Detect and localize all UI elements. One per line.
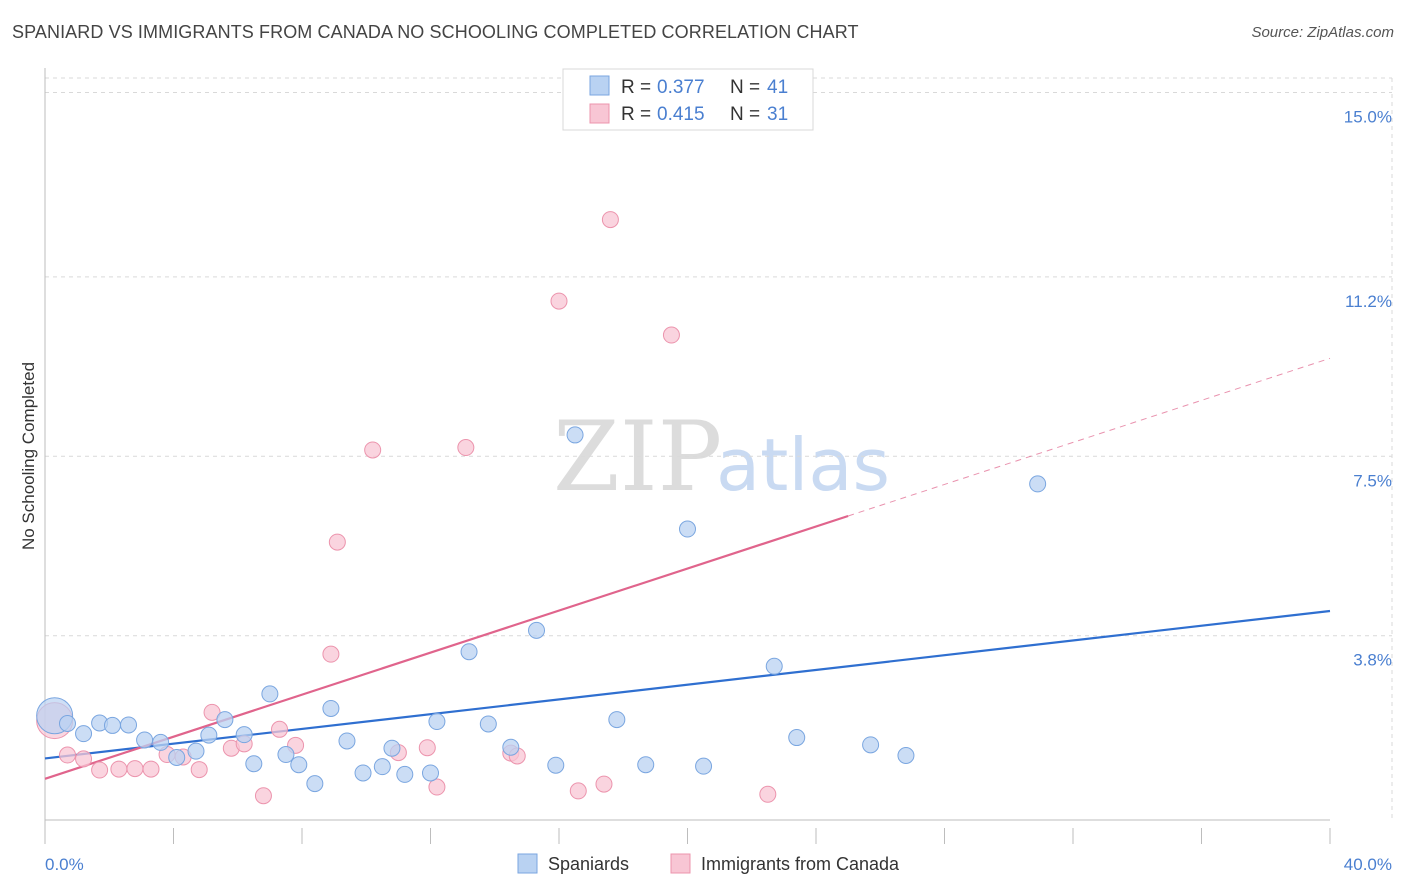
spaniards-point [383, 739, 401, 757]
bottom-legend-swatch-canada [670, 853, 691, 874]
x-tick-label-max: 40.0% [1344, 855, 1392, 874]
data-points [36, 211, 1047, 805]
spaniards-point [290, 756, 308, 774]
canada-point [110, 760, 128, 778]
canada-point [550, 292, 568, 310]
gridlines [45, 77, 1393, 820]
y-tick-labels: 3.8% 7.5% 11.2% 15.0% [1344, 108, 1392, 670]
spaniards-point [637, 756, 655, 774]
canada-point [75, 750, 93, 768]
spaniards-point [216, 711, 234, 729]
spaniards-point [187, 742, 205, 760]
y-tick-label: 3.8% [1353, 651, 1392, 670]
canada-point [58, 746, 76, 764]
y-tick-label: 15.0% [1344, 108, 1392, 127]
canada-point [457, 439, 475, 457]
canada-trend-line [44, 514, 849, 780]
legend-r-value-spaniards: 0.377 [657, 77, 705, 98]
spaniards-point [277, 746, 295, 764]
canada-point [328, 533, 346, 551]
y-axis-label: No Schooling Completed [19, 362, 38, 550]
spaniards-point [788, 729, 806, 747]
y-tick-label: 7.5% [1353, 471, 1392, 490]
chart-title: SPANIARD VS IMMIGRANTS FROM CANADA NO SC… [12, 22, 859, 42]
legend-n-label-canada: N = [730, 104, 760, 125]
canada-trend-line-extrapolated [847, 357, 1331, 517]
legend-n-label-spaniards: N = [730, 77, 760, 98]
canada-point [271, 720, 289, 738]
watermark-atlas: atlas [716, 423, 890, 507]
correlation-legend: R = 0.377 N = 41 R = 0.415 N = 31 [562, 68, 814, 131]
spaniards-point [338, 732, 356, 750]
spaniards-point [120, 716, 138, 734]
bottom-legend-label-spaniards: Spaniards [548, 854, 629, 874]
spaniards-point [75, 725, 93, 743]
spaniards-point [422, 764, 439, 782]
spaniards-point [479, 715, 497, 733]
spaniards-point [152, 733, 170, 751]
canada-point [91, 761, 109, 779]
spaniards-point [261, 685, 279, 703]
legend-r-value-canada: 0.415 [657, 104, 705, 125]
spaniards-point [502, 738, 520, 756]
spaniards-point [58, 714, 76, 732]
legend-r-label-canada: R = [621, 104, 651, 125]
series-legend: Spaniards Immigrants from Canada [517, 853, 900, 874]
spaniards-point [862, 736, 880, 754]
trend-lines [44, 357, 1331, 780]
canada-point [364, 441, 382, 459]
canada-point [126, 760, 144, 778]
canada-point [595, 775, 613, 793]
legend-n-value-spaniards: 41 [767, 77, 788, 98]
watermark: ZIP atlas [553, 401, 890, 513]
spaniards-point [695, 757, 713, 775]
spaniards-point [765, 657, 783, 675]
spaniards-point [679, 520, 696, 538]
y-tick-label: 11.2% [1345, 292, 1392, 311]
bottom-legend-swatch-spaniards [517, 853, 538, 874]
spaniards-point [322, 699, 340, 717]
spaniards-point [528, 621, 546, 639]
spaniards-point [136, 731, 154, 749]
bottom-legend-label-canada: Immigrants from Canada [701, 854, 900, 874]
spaniards-point [396, 765, 414, 783]
spaniards-point [897, 746, 915, 764]
canada-point [190, 761, 208, 779]
canada-point [322, 645, 340, 663]
canada-point [759, 785, 777, 803]
spaniards-point [373, 758, 391, 776]
spaniards-point [1029, 475, 1047, 493]
canada-point [428, 778, 446, 796]
canada-point [142, 760, 160, 778]
legend-swatch-spaniards [589, 75, 610, 96]
canada-point [418, 739, 436, 757]
source-credit: Source: ZipAtlas.com [1251, 24, 1394, 41]
canada-point [254, 787, 272, 805]
canada-point [569, 782, 587, 800]
spaniards-point [245, 755, 263, 773]
legend-n-value-canada: 31 [767, 104, 788, 125]
x-tick-label-min: 0.0% [45, 855, 84, 874]
spaniards-point [566, 426, 584, 444]
spaniards-point [235, 726, 253, 744]
canada-point [203, 703, 221, 721]
spaniards-point [354, 764, 372, 782]
legend-swatch-canada [589, 103, 610, 124]
x-tick-labels: 0.0% 40.0% [45, 855, 1392, 874]
spaniards-point [103, 716, 121, 734]
spaniards-point [460, 643, 478, 661]
spaniards-trend-line [44, 609, 1331, 760]
spaniards-point [306, 775, 324, 793]
spaniards-point [168, 748, 186, 766]
legend-r-label-spaniards: R = [621, 77, 651, 98]
spaniards-point [547, 756, 565, 774]
spaniards-point [428, 713, 446, 731]
watermark-zip: ZIP [553, 401, 722, 513]
spaniards-point [608, 711, 626, 729]
canada-point [601, 211, 619, 229]
canada-point [662, 326, 680, 344]
spaniards-point [200, 726, 218, 744]
